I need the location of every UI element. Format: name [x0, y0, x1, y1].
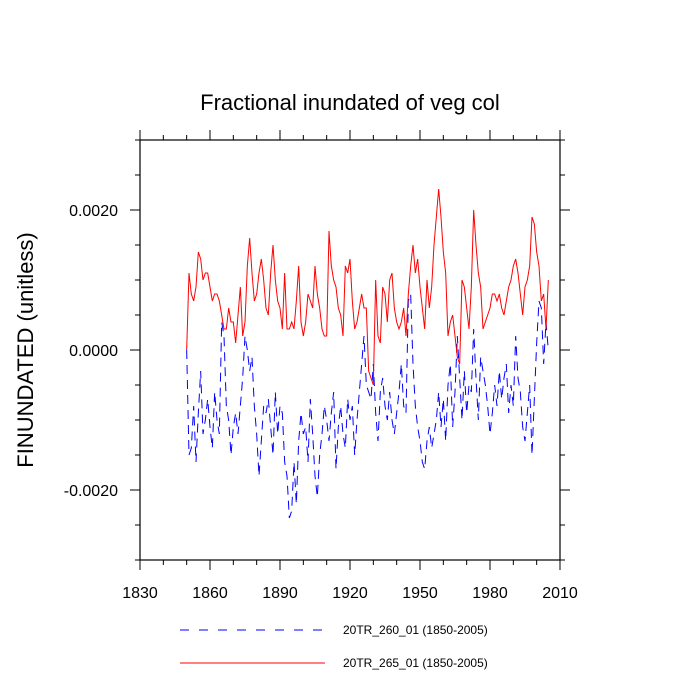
- plot-area: 1830 1860 1890 1920 1950 1980 2010 -0.0020 0.000…: [64, 130, 578, 602]
- legend: 20TR_260_01 (1850-2005) 20TR_265_01 (1850…: [180, 623, 488, 670]
- x-tick-label: 1890: [262, 585, 298, 602]
- y-axis-label: FINUNDATED (unitless): [13, 232, 38, 468]
- x-tick-label: 1980: [472, 585, 508, 602]
- series-line-1: [186, 293, 549, 519]
- legend-label-1: 20TR_260_01 (1850-2005): [343, 623, 488, 637]
- x-tick-label: 1860: [192, 585, 228, 602]
- x-tick-label: 1950: [402, 585, 438, 602]
- y-tick-label: -0.0020: [64, 483, 118, 500]
- series-line-2: [186, 188, 549, 386]
- x-tick-label: 1920: [332, 585, 368, 602]
- x-tick-label: 1830: [122, 585, 158, 602]
- y-tick-label: 0.0020: [69, 203, 118, 220]
- plot-frame: [139, 139, 561, 561]
- chart-title: Fractional inundated of veg col: [200, 90, 500, 115]
- y-tick-label: 0.0000: [69, 343, 118, 360]
- x-tick-label: 2010: [542, 585, 578, 602]
- legend-label-2: 20TR_265_01 (1850-2005): [343, 656, 488, 670]
